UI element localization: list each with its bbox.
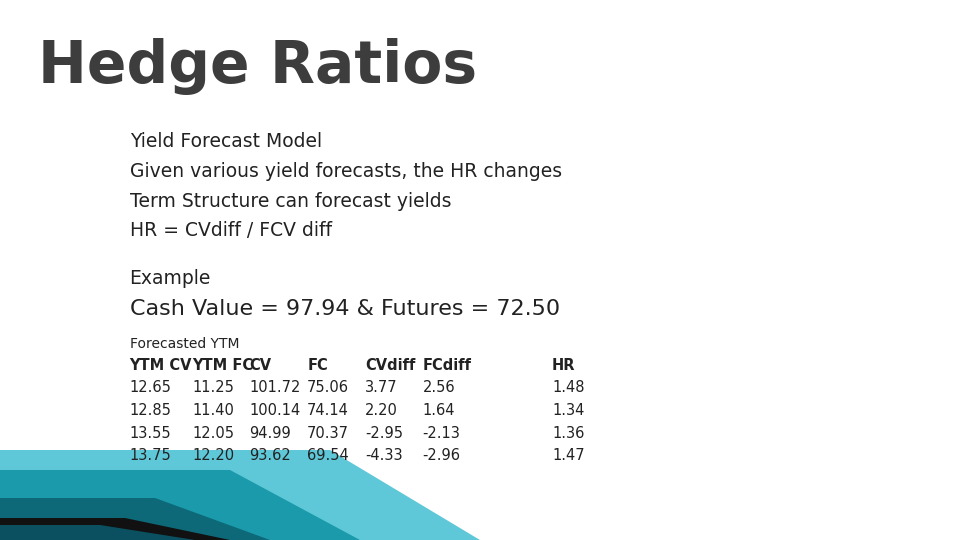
Text: 13.55: 13.55 (130, 426, 171, 441)
Text: 1.36: 1.36 (552, 426, 585, 441)
Text: 12.65: 12.65 (130, 380, 172, 395)
Text: 1.34: 1.34 (552, 403, 585, 418)
Text: FCdiff: FCdiff (422, 357, 471, 373)
Text: CV: CV (250, 357, 272, 373)
Text: 12.20: 12.20 (192, 448, 234, 463)
Polygon shape (0, 518, 230, 540)
Text: 11.40: 11.40 (192, 403, 234, 418)
Text: 12.85: 12.85 (130, 403, 172, 418)
Text: 101.72: 101.72 (250, 380, 301, 395)
Text: HR: HR (552, 357, 575, 373)
Text: Term Structure can forecast yields: Term Structure can forecast yields (130, 192, 451, 211)
Text: Example: Example (130, 269, 211, 288)
Text: 1.64: 1.64 (422, 403, 455, 418)
Polygon shape (0, 525, 195, 540)
Text: Forecasted YTM: Forecasted YTM (130, 337, 239, 351)
Text: 1.47: 1.47 (552, 448, 585, 463)
Text: 12.05: 12.05 (192, 426, 234, 441)
Text: 1.48: 1.48 (552, 380, 585, 395)
Text: FC: FC (307, 357, 328, 373)
Text: Hedge Ratios: Hedge Ratios (38, 38, 477, 95)
Text: Given various yield forecasts, the HR changes: Given various yield forecasts, the HR ch… (130, 162, 562, 181)
Text: 75.06: 75.06 (307, 380, 349, 395)
Text: -2.96: -2.96 (422, 448, 461, 463)
Text: 69.54: 69.54 (307, 448, 348, 463)
Text: Cash Value = 97.94 & Futures = 72.50: Cash Value = 97.94 & Futures = 72.50 (130, 299, 560, 319)
Text: 93.62: 93.62 (250, 448, 291, 463)
Text: -2.95: -2.95 (365, 426, 403, 441)
Text: 94.99: 94.99 (250, 426, 291, 441)
Text: YTM FC: YTM FC (192, 357, 253, 373)
Text: 2.56: 2.56 (422, 380, 455, 395)
Text: 11.25: 11.25 (192, 380, 234, 395)
Polygon shape (0, 498, 270, 540)
Text: 70.37: 70.37 (307, 426, 349, 441)
Text: 100.14: 100.14 (250, 403, 300, 418)
Text: -2.13: -2.13 (422, 426, 460, 441)
Text: CVdiff: CVdiff (365, 357, 415, 373)
Polygon shape (0, 470, 360, 540)
Text: HR = CVdiff / FCV diff: HR = CVdiff / FCV diff (130, 221, 331, 240)
Text: 2.20: 2.20 (365, 403, 397, 418)
Text: 13.75: 13.75 (130, 448, 171, 463)
Text: 74.14: 74.14 (307, 403, 349, 418)
Text: Yield Forecast Model: Yield Forecast Model (130, 132, 322, 151)
Text: -4.33: -4.33 (365, 448, 402, 463)
Polygon shape (0, 450, 480, 540)
Text: YTM CV: YTM CV (130, 357, 192, 373)
Text: 3.77: 3.77 (365, 380, 397, 395)
